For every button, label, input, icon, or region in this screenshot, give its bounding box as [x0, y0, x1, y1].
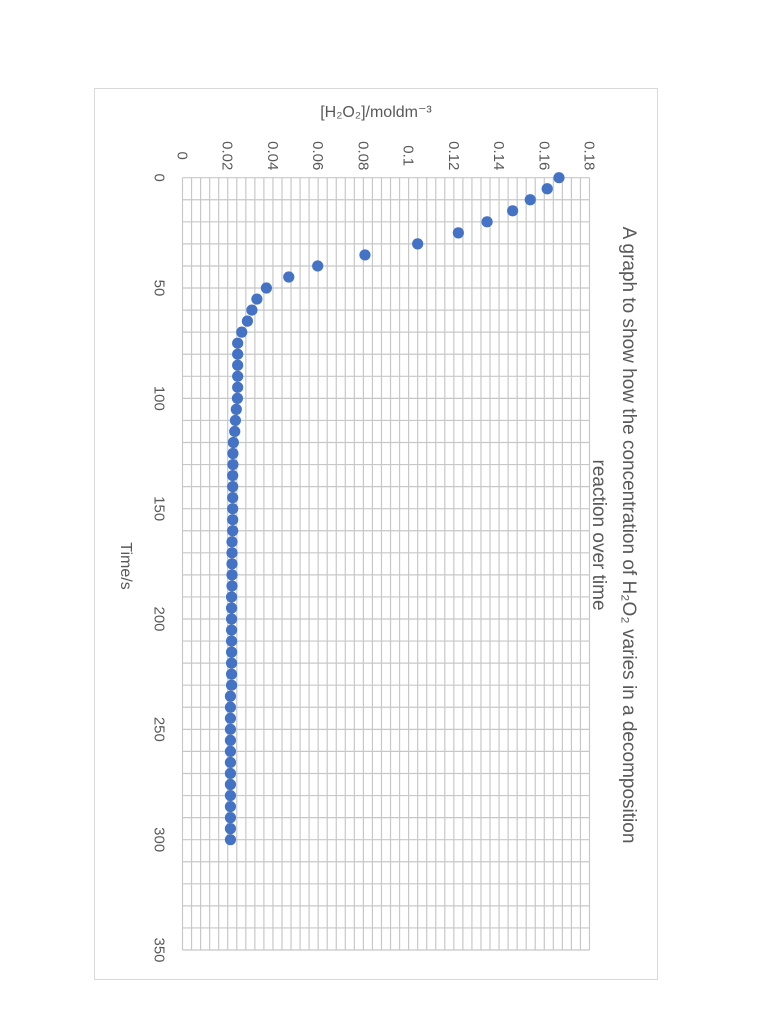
data-point	[507, 205, 519, 217]
data-point	[224, 778, 237, 791]
data-point	[359, 249, 371, 261]
data-point	[225, 646, 238, 658]
data-point	[283, 271, 295, 283]
data-point	[225, 668, 238, 680]
data-point	[224, 823, 237, 835]
data-point	[226, 558, 238, 570]
concentration-tick-label: 0.08	[354, 141, 371, 170]
data-point	[312, 260, 324, 272]
data-point	[524, 194, 536, 206]
concentration-axis-ticks: 0 0.02 0.04 0.06 0.08 0.1 0.12 0.14 0.16 0.18	[174, 141, 598, 170]
data-point	[260, 282, 272, 294]
data-point	[225, 635, 238, 647]
data-point	[227, 514, 239, 526]
data-point	[227, 458, 239, 471]
time-axis-ticks: 0 50 100 150 200 250 300 350	[151, 174, 168, 963]
data-point	[251, 293, 263, 305]
data-point	[232, 381, 244, 393]
data-point	[236, 326, 248, 338]
data-point	[224, 701, 237, 713]
data-point	[227, 436, 239, 449]
data-point	[225, 657, 238, 669]
data-point	[227, 503, 239, 515]
chart-frame: 0 0.02 0.04 0.06 0.08 0.1 0.12 0.14 0.16 0.18 0 50…	[94, 88, 658, 980]
data-point	[227, 492, 239, 504]
data-point	[231, 392, 244, 404]
concentration-tick-label: 0.12	[445, 141, 462, 170]
data-point	[224, 812, 237, 824]
data-point	[224, 745, 237, 758]
data-point	[225, 591, 238, 603]
data-point	[412, 238, 424, 250]
data-point	[229, 425, 241, 438]
data-point	[225, 679, 238, 691]
data-point	[229, 414, 242, 427]
data-point	[226, 536, 238, 548]
time-tick-label: 150	[151, 496, 168, 521]
time-tick-label: 350	[151, 937, 168, 962]
data-point	[224, 734, 237, 746]
data-point	[224, 800, 237, 813]
chart-svg: 0 0.02 0.04 0.06 0.08 0.1 0.12 0.14 0.16 0.18 0 50…	[117, 104, 639, 963]
chart-title-line-1: A graph to show how the concentration of…	[618, 227, 639, 844]
time-tick-label: 250	[151, 717, 168, 742]
data-point	[224, 756, 237, 769]
plot-grid	[181, 177, 591, 951]
chart-title-line-2: reaction over time	[588, 459, 609, 610]
data-point	[225, 602, 238, 614]
time-tick-label: 0	[151, 174, 168, 182]
time-axis-title: Time/s	[117, 542, 134, 589]
concentration-tick-label: 0.1	[400, 145, 417, 166]
time-tick-label: 300	[151, 827, 168, 852]
data-point	[452, 227, 464, 239]
data-point	[224, 690, 237, 702]
concentration-tick-label: 0.06	[309, 141, 326, 170]
concentration-tick-label: 0.16	[535, 141, 552, 170]
data-point	[227, 525, 239, 537]
concentration-tick-label: 0.04	[264, 141, 281, 170]
concentration-tick-label: 0.18	[581, 141, 598, 170]
data-point	[227, 469, 239, 482]
data-point	[246, 304, 258, 316]
data-point	[227, 481, 239, 493]
data-point	[225, 624, 238, 636]
data-point	[553, 172, 565, 184]
concentration-axis-title: [H₂O₂]/moldm⁻³	[320, 104, 432, 121]
time-tick-label: 50	[151, 280, 168, 297]
data-points	[224, 172, 565, 846]
data-point	[230, 403, 242, 415]
data-point	[225, 613, 238, 625]
data-point	[224, 712, 237, 724]
data-point	[232, 359, 244, 371]
data-point	[481, 216, 493, 228]
data-point	[224, 767, 237, 780]
time-tick-label: 100	[151, 386, 168, 411]
data-point	[224, 723, 237, 735]
data-point	[241, 315, 253, 327]
data-point	[224, 789, 237, 802]
data-point	[224, 834, 237, 846]
data-point	[226, 580, 238, 592]
data-point	[226, 569, 238, 581]
time-tick-label: 200	[151, 606, 168, 631]
data-point	[226, 547, 238, 559]
data-point	[232, 348, 244, 360]
concentration-tick-label: 0.14	[490, 141, 507, 170]
concentration-tick-label: 0	[174, 152, 191, 160]
data-point	[227, 447, 239, 460]
data-point	[232, 370, 244, 382]
data-point	[541, 183, 553, 195]
concentration-tick-label: 0.02	[219, 141, 236, 170]
data-point	[232, 337, 244, 349]
